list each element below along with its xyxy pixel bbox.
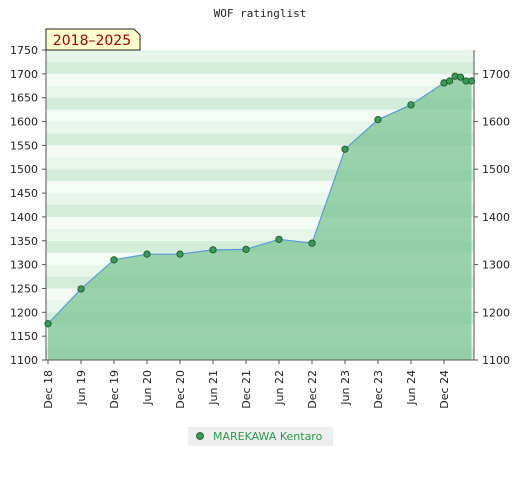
grid-band: [46, 121, 474, 134]
data-point: [456, 73, 465, 81]
chart-title: WOF ratinglist: [214, 7, 307, 20]
left-tick-label: 1550: [10, 139, 38, 152]
grid-band: [46, 193, 474, 205]
x-tick-label: Jun 19: [75, 370, 88, 406]
left-tick-label: 1600: [10, 116, 38, 129]
area-layer: [48, 76, 472, 360]
date-range-badge: 2018–2025: [45, 28, 141, 51]
right-axis-ticks: 1100 1200 1300 1400 1500 1600 1700: [474, 68, 510, 367]
grid-band: [46, 157, 474, 170]
left-tick-label: 1450: [10, 187, 38, 200]
left-tick-label: 1100: [10, 354, 38, 367]
data-point: [341, 145, 349, 153]
left-tick-label: 1350: [10, 235, 38, 248]
grid-band: [46, 216, 474, 229]
x-tick-label: Dec 22: [306, 370, 319, 409]
grid-band: [46, 145, 474, 158]
left-tick-label: 1400: [10, 211, 38, 224]
data-point: [467, 77, 476, 85]
data-point: [77, 285, 85, 293]
rating-area: [48, 76, 472, 360]
data-point: [275, 235, 283, 243]
legend-label: MAREKAWA Kentaro: [213, 430, 323, 443]
right-tick-label: 1600: [482, 116, 510, 129]
grid-band: [46, 85, 474, 98]
legend: MAREKAWA Kentaro: [188, 427, 333, 446]
right-tick-label: 1500: [482, 163, 510, 176]
left-tick-label: 1300: [10, 259, 38, 272]
right-tick-label: 1300: [482, 259, 510, 272]
x-tick-label: Jun 23: [339, 370, 352, 406]
x-tick-label: Dec 24: [438, 370, 451, 409]
left-tick-label: 1150: [10, 330, 38, 343]
grid-band: [46, 169, 474, 182]
x-tick-label: Jun 24: [405, 370, 418, 406]
grid-band: [46, 181, 474, 194]
grid-band: [46, 97, 474, 110]
x-tick-label: Jun 22: [273, 370, 286, 406]
left-tick-label: 1200: [10, 306, 38, 319]
data-point: [445, 77, 454, 85]
x-tick-label: Jun 21: [207, 370, 220, 406]
left-tick-label: 1500: [10, 163, 38, 176]
data-point: [407, 101, 415, 109]
x-tick-label: Dec 19: [108, 370, 121, 409]
badge-shape: [45, 28, 141, 51]
grid-band: [46, 109, 474, 122]
data-point: [374, 116, 382, 124]
x-tick-label: Dec 23: [372, 370, 385, 409]
data-point: [44, 320, 52, 328]
legend-box: [188, 427, 333, 446]
left-tick-label: 1700: [10, 68, 38, 81]
x-axis-ticks: Dec 18 Jun 19 Dec 19 Jun 20 Dec 20 Jun 21 Dec …: [42, 360, 451, 409]
grid-band: [46, 61, 474, 74]
left-axis-ticks: 1100 1150 1200 1250 1300 1350 1400 1450 1500 1550…: [10, 44, 46, 367]
grid-band: [46, 133, 474, 146]
right-tick-label: 1400: [482, 211, 510, 224]
axes: [45, 50, 475, 361]
x-tick-label: Dec 18: [42, 370, 55, 409]
data-point: [143, 250, 151, 258]
x-tick-label: Dec 20: [174, 370, 187, 409]
right-tick-label: 1700: [482, 68, 510, 81]
data-point: [209, 246, 217, 254]
data-point: [176, 250, 184, 258]
x-tick-label: Dec 21: [240, 370, 253, 409]
grid-band: [46, 73, 474, 86]
left-tick-label: 1250: [10, 282, 38, 295]
data-point: [110, 256, 118, 264]
grid-band: [46, 205, 474, 217]
badge-text: 2018–2025: [53, 33, 131, 49]
legend-marker: [196, 432, 204, 440]
data-point: [308, 239, 316, 247]
x-tick-label: Jun 20: [141, 370, 154, 406]
right-tick-label: 1100: [482, 354, 510, 367]
left-tick-label: 1750: [10, 44, 38, 57]
grid-band: [46, 50, 474, 62]
left-tick-label: 1650: [10, 92, 38, 105]
data-markers: [44, 72, 476, 328]
right-tick-label: 1200: [482, 306, 510, 319]
data-point: [242, 245, 250, 253]
grid-band: [46, 228, 474, 241]
